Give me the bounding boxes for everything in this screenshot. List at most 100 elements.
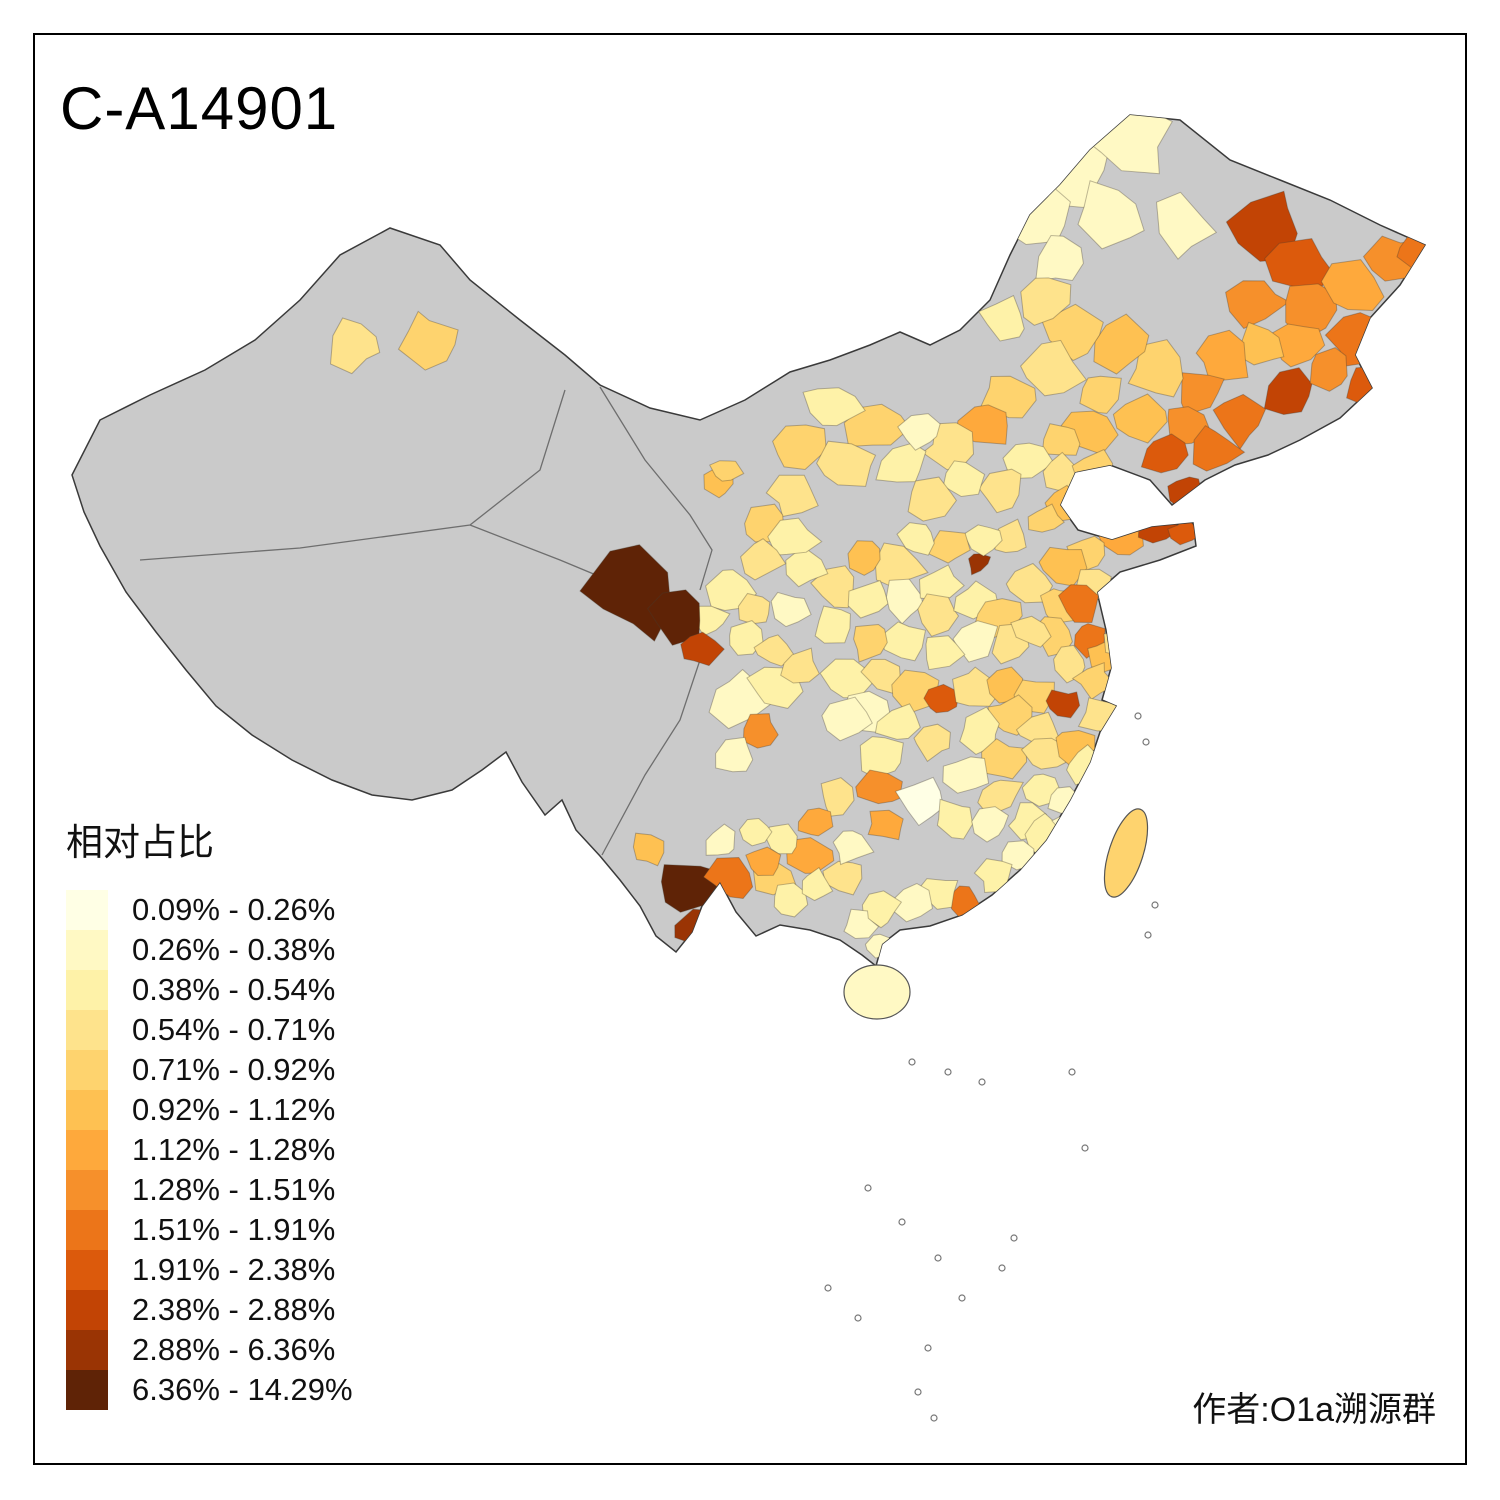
attribution: 作者:O1a溯源群 <box>1192 1391 1436 1429</box>
map-region-cell <box>1127 339 1184 398</box>
legend-label: 0.38% - 0.54% <box>132 972 336 1007</box>
legend-swatch <box>66 1370 108 1410</box>
legend-swatch <box>66 1170 108 1210</box>
islet <box>958 1294 966 1302</box>
map-region-cell <box>843 908 880 940</box>
map-region-cell <box>897 413 941 451</box>
islet <box>824 1284 832 1292</box>
map-region-cell <box>1045 689 1081 719</box>
map-region-cell <box>907 476 958 522</box>
south-china-sea-islands <box>824 712 1159 1422</box>
map-region-cell <box>1103 627 1135 656</box>
map-region-cell <box>702 856 754 900</box>
legend-row: 6.36% - 14.29% <box>66 1370 353 1410</box>
map-region-cell <box>1002 442 1055 479</box>
legend-row: 0.38% - 0.54% <box>66 970 353 1010</box>
map-region-cell <box>1057 584 1099 624</box>
map-region-cell <box>923 683 960 714</box>
map-frame <box>33 33 1467 1465</box>
legend-label: 0.92% - 1.12% <box>132 1092 336 1127</box>
legend-label: 6.36% - 14.29% <box>132 1372 353 1407</box>
islet <box>854 1314 862 1322</box>
legend: 相对占比 0.09% - 0.26% 0.26% - 0.38% 0.38% - 0… <box>66 812 353 1410</box>
map-region-cell <box>1212 393 1267 450</box>
map-region-cell <box>1079 375 1122 414</box>
map-region-cell <box>797 807 834 837</box>
legend-label: 0.71% - 0.92% <box>132 1052 336 1087</box>
map-region-cell <box>816 440 877 487</box>
map-region-cell <box>1038 546 1088 587</box>
map-region-cell <box>715 736 754 773</box>
map-region-cell <box>1027 503 1065 533</box>
islet <box>1142 738 1150 746</box>
map-region-cell <box>1396 231 1425 273</box>
map-region-cell <box>1195 329 1249 383</box>
map-region-cell <box>329 317 381 375</box>
map-region-cell <box>742 713 779 749</box>
region-cells <box>329 115 1425 959</box>
map-region-cell <box>1077 180 1145 250</box>
legend-label: 1.12% - 1.28% <box>132 1132 336 1167</box>
map-region-cell <box>767 517 823 556</box>
map-region-cell <box>1263 367 1313 416</box>
map-region-cell <box>855 769 903 805</box>
map-region-cell <box>942 460 986 498</box>
legend-label: 0.26% - 0.38% <box>132 932 336 967</box>
map-region-cell <box>773 882 809 918</box>
map-region-cell <box>765 474 819 518</box>
islet <box>914 1388 922 1396</box>
legend-swatch <box>66 1010 108 1050</box>
legend-items: 0.09% - 0.26% 0.26% - 0.38% 0.38% - 0.54% 0… <box>66 890 353 1410</box>
legend-row: 0.09% - 0.26% <box>66 890 353 930</box>
map-region-cell <box>843 403 911 448</box>
legend-label: 0.09% - 0.26% <box>132 892 336 927</box>
legend-row: 1.51% - 1.91% <box>66 1210 353 1250</box>
legend-label: 1.51% - 1.91% <box>132 1212 336 1247</box>
map-region-cell <box>925 635 966 671</box>
map-region-cell <box>1167 515 1198 546</box>
map-region-cell <box>810 565 855 609</box>
taiwan-shape <box>1103 808 1149 898</box>
islet <box>1081 1144 1089 1152</box>
legend-row: 2.38% - 2.88% <box>66 1290 353 1330</box>
map-region-cell <box>770 591 812 628</box>
map-region-cell <box>1005 562 1054 604</box>
legend-label: 1.91% - 2.38% <box>132 1252 336 1287</box>
map-region-cell <box>1309 347 1348 392</box>
legend-label: 2.38% - 2.88% <box>132 1292 336 1327</box>
legend-swatch <box>66 1290 108 1330</box>
hainan-shape <box>843 964 911 1020</box>
map-region-cell <box>942 756 990 794</box>
legend-swatch <box>66 1210 108 1250</box>
islet <box>930 1414 938 1422</box>
legend-swatch <box>66 1250 108 1290</box>
map-region-cell <box>1112 393 1168 444</box>
legend-row: 1.91% - 2.38% <box>66 1250 353 1290</box>
map-region-cell <box>968 553 992 576</box>
map-region-cell <box>1180 372 1225 416</box>
map-region-cell <box>981 738 1028 780</box>
map-region-cell <box>847 540 881 576</box>
map-region-cell <box>737 592 771 625</box>
map-region-cell <box>952 666 1001 707</box>
map-region-cell <box>1041 423 1081 456</box>
islet <box>1134 712 1142 720</box>
map-region-cell <box>952 620 999 663</box>
map-region-cell <box>1035 234 1084 283</box>
map-region-cell <box>832 830 875 866</box>
map-region-cell <box>802 387 866 427</box>
legend-swatch <box>66 890 108 930</box>
map-region-cell <box>928 530 971 564</box>
map-region-cell <box>1140 433 1189 474</box>
legend-swatch <box>66 1050 108 1090</box>
legend-label: 0.54% - 0.71% <box>132 1012 336 1047</box>
islet <box>1068 1068 1076 1076</box>
map-region-cell <box>745 846 782 877</box>
legend-swatch <box>66 1330 108 1370</box>
legend-swatch <box>66 970 108 1010</box>
islet <box>924 1344 932 1352</box>
legend-label: 2.88% - 6.36% <box>132 1332 336 1367</box>
map-region-cell <box>859 736 904 779</box>
map-region-cell <box>785 547 829 588</box>
